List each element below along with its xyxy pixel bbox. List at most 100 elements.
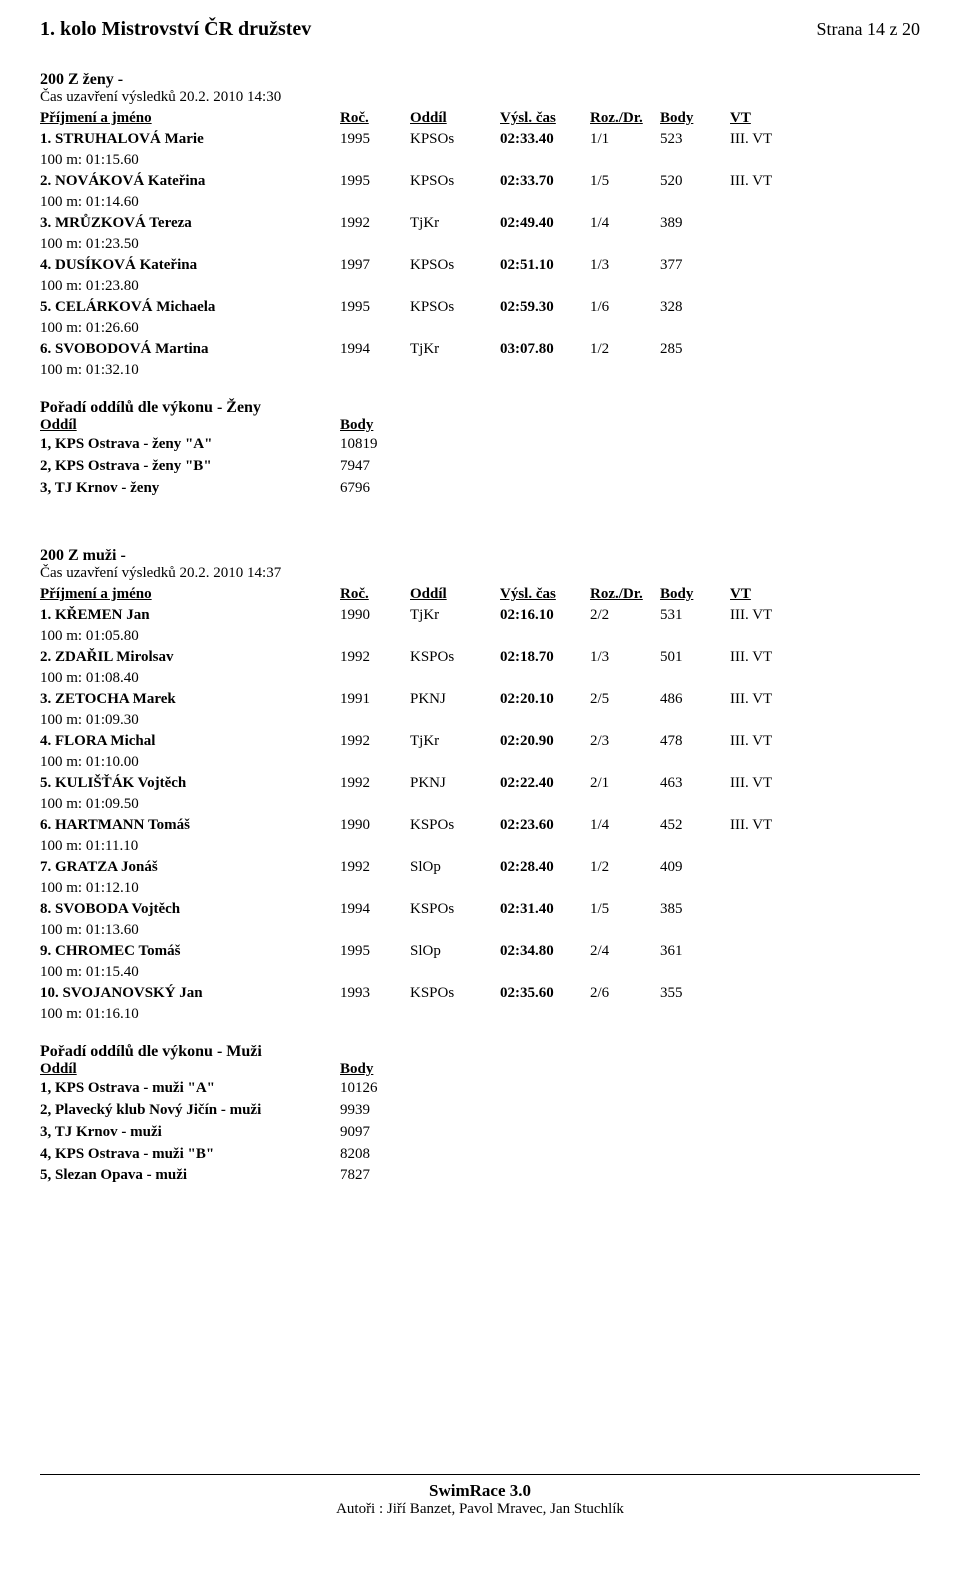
cell-vt: III. VT [730,129,820,150]
page-title: 1. kolo Mistrovství ČR družstev [40,18,311,41]
standings-body: 7947 [340,456,440,478]
col-year: Roč. [340,108,410,129]
event-men-title: 200 Z muži - [40,547,920,565]
split-time: 100 m: 01:23.80 [40,276,920,297]
cell-vt: III. VT [730,731,820,752]
result-row: 8. SVOBODA Vojtěch1994KSPOs02:31.401/538… [40,899,920,920]
split-time: 100 m: 01:05.80 [40,626,920,647]
cell-lane: 1/4 [590,213,660,234]
standings-row: 3, TJ Krnov - muži9097 [40,1122,920,1144]
cell-body: 385 [660,899,730,920]
cell-time: 02:33.70 [500,171,590,192]
cell-name: 1. KŘEMEN Jan [40,605,340,626]
standings-name: 1, KPS Ostrava - muži "A" [40,1078,340,1100]
cell-vt: III. VT [730,647,820,668]
cell-lane: 1/5 [590,899,660,920]
standings-row: 1, KPS Ostrava - muži "A"10126 [40,1078,920,1100]
standings-women-rows: 1, KPS Ostrava - ženy "A"108192, KPS Ost… [40,434,920,499]
cell-name: 5. KULIŠŤÁK Vojtěch [40,773,340,794]
cell-year: 1995 [340,171,410,192]
event-women-title: 200 Z ženy - [40,71,920,89]
standings-name: 4, KPS Ostrava - muži "B" [40,1144,340,1166]
cell-body: 463 [660,773,730,794]
cell-club: SlOp [410,941,500,962]
event-men-closing: Čas uzavření výsledků 20.2. 2010 14:37 [40,565,920,582]
standings-row: 3, TJ Krnov - ženy6796 [40,478,920,500]
standings-row: 4, KPS Ostrava - muži "B"8208 [40,1144,920,1166]
cell-time: 02:22.40 [500,773,590,794]
col-vt: VT [730,584,820,605]
cell-time: 02:20.90 [500,731,590,752]
cell-year: 1993 [340,983,410,1004]
cell-club: TjKr [410,605,500,626]
result-row: 4. FLORA Michal1992TjKr02:20.902/3478III… [40,731,920,752]
split-time: 100 m: 01:11.10 [40,836,920,857]
standings-men-header: Oddíl Body [40,1061,920,1078]
col-lane: Roz./Dr. [590,108,660,129]
cell-year: 1992 [340,773,410,794]
cell-club: PKNJ [410,773,500,794]
standings-body: 9939 [340,1100,440,1122]
cell-club: TjKr [410,731,500,752]
standings-name: 2, KPS Ostrava - ženy "B" [40,456,340,478]
result-row: 1. STRUHALOVÁ Marie1995KPSOs02:33.401/15… [40,129,920,150]
cell-lane: 1/3 [590,255,660,276]
cell-name: 3. ZETOCHA Marek [40,689,340,710]
split-time: 100 m: 01:10.00 [40,752,920,773]
standings-body: 10126 [340,1078,440,1100]
page-number: Strana 14 z 20 [817,19,920,40]
cell-club: KSPOs [410,899,500,920]
cell-time: 02:16.10 [500,605,590,626]
standings-name: 3, TJ Krnov - ženy [40,478,340,500]
split-time: 100 m: 01:14.60 [40,192,920,213]
cell-year: 1992 [340,857,410,878]
cell-lane: 1/3 [590,647,660,668]
standings-body: 8208 [340,1144,440,1166]
cell-club: PKNJ [410,689,500,710]
header-row: 1. kolo Mistrovství ČR družstev Strana 1… [40,18,920,41]
standings-row: 2, KPS Ostrava - ženy "B"7947 [40,456,920,478]
cell-club: KPSOs [410,129,500,150]
result-row: 5. KULIŠŤÁK Vojtěch1992PKNJ02:22.402/146… [40,773,920,794]
col-time: Výsl. čas [500,108,590,129]
cell-lane: 1/2 [590,857,660,878]
split-time: 100 m: 01:12.10 [40,878,920,899]
cell-year: 1990 [340,605,410,626]
standings-body: 6796 [340,478,440,500]
cell-body: 486 [660,689,730,710]
cell-lane: 2/5 [590,689,660,710]
result-row: 2. NOVÁKOVÁ Kateřina1995KPSOs02:33.701/5… [40,171,920,192]
result-row: 1. KŘEMEN Jan1990TjKr02:16.102/2531III. … [40,605,920,626]
cell-year: 1992 [340,647,410,668]
cell-body: 523 [660,129,730,150]
cell-time: 02:20.10 [500,689,590,710]
split-time: 100 m: 01:09.30 [40,710,920,731]
result-row: 4. DUSÍKOVÁ Kateřina1997KPSOs02:51.101/3… [40,255,920,276]
cell-lane: 2/2 [590,605,660,626]
cell-body: 409 [660,857,730,878]
cell-year: 1990 [340,815,410,836]
cell-body: 377 [660,255,730,276]
standings-name: 1, KPS Ostrava - ženy "A" [40,434,340,456]
cell-club: KPSOs [410,171,500,192]
result-row: 3. ZETOCHA Marek1991PKNJ02:20.102/5486II… [40,689,920,710]
page: 1. kolo Mistrovství ČR družstev Strana 1… [0,0,960,1538]
cell-name: 8. SVOBODA Vojtěch [40,899,340,920]
split-time: 100 m: 01:26.60 [40,318,920,339]
result-row: 9. CHROMEC Tomáš1995SlOp02:34.802/4361 [40,941,920,962]
standings-women-title: Pořadí oddílů dle výkonu - Ženy [40,399,920,417]
cell-lane: 1/1 [590,129,660,150]
cell-year: 1992 [340,731,410,752]
result-row: 6. HARTMANN Tomáš1990KSPOs02:23.601/4452… [40,815,920,836]
cell-vt: III. VT [730,815,820,836]
cell-name: 7. GRATZA Jonáš [40,857,340,878]
col-name: Příjmení a jméno [40,584,340,605]
cell-body: 531 [660,605,730,626]
standings-body: 7827 [340,1165,440,1187]
cell-name: 4. FLORA Michal [40,731,340,752]
cell-body: 501 [660,647,730,668]
result-row: 3. MRŮZKOVÁ Tereza1992TjKr02:49.401/4389 [40,213,920,234]
cell-club: TjKr [410,339,500,360]
cell-name: 6. SVOBODOVÁ Martina [40,339,340,360]
cell-club: KSPOs [410,815,500,836]
